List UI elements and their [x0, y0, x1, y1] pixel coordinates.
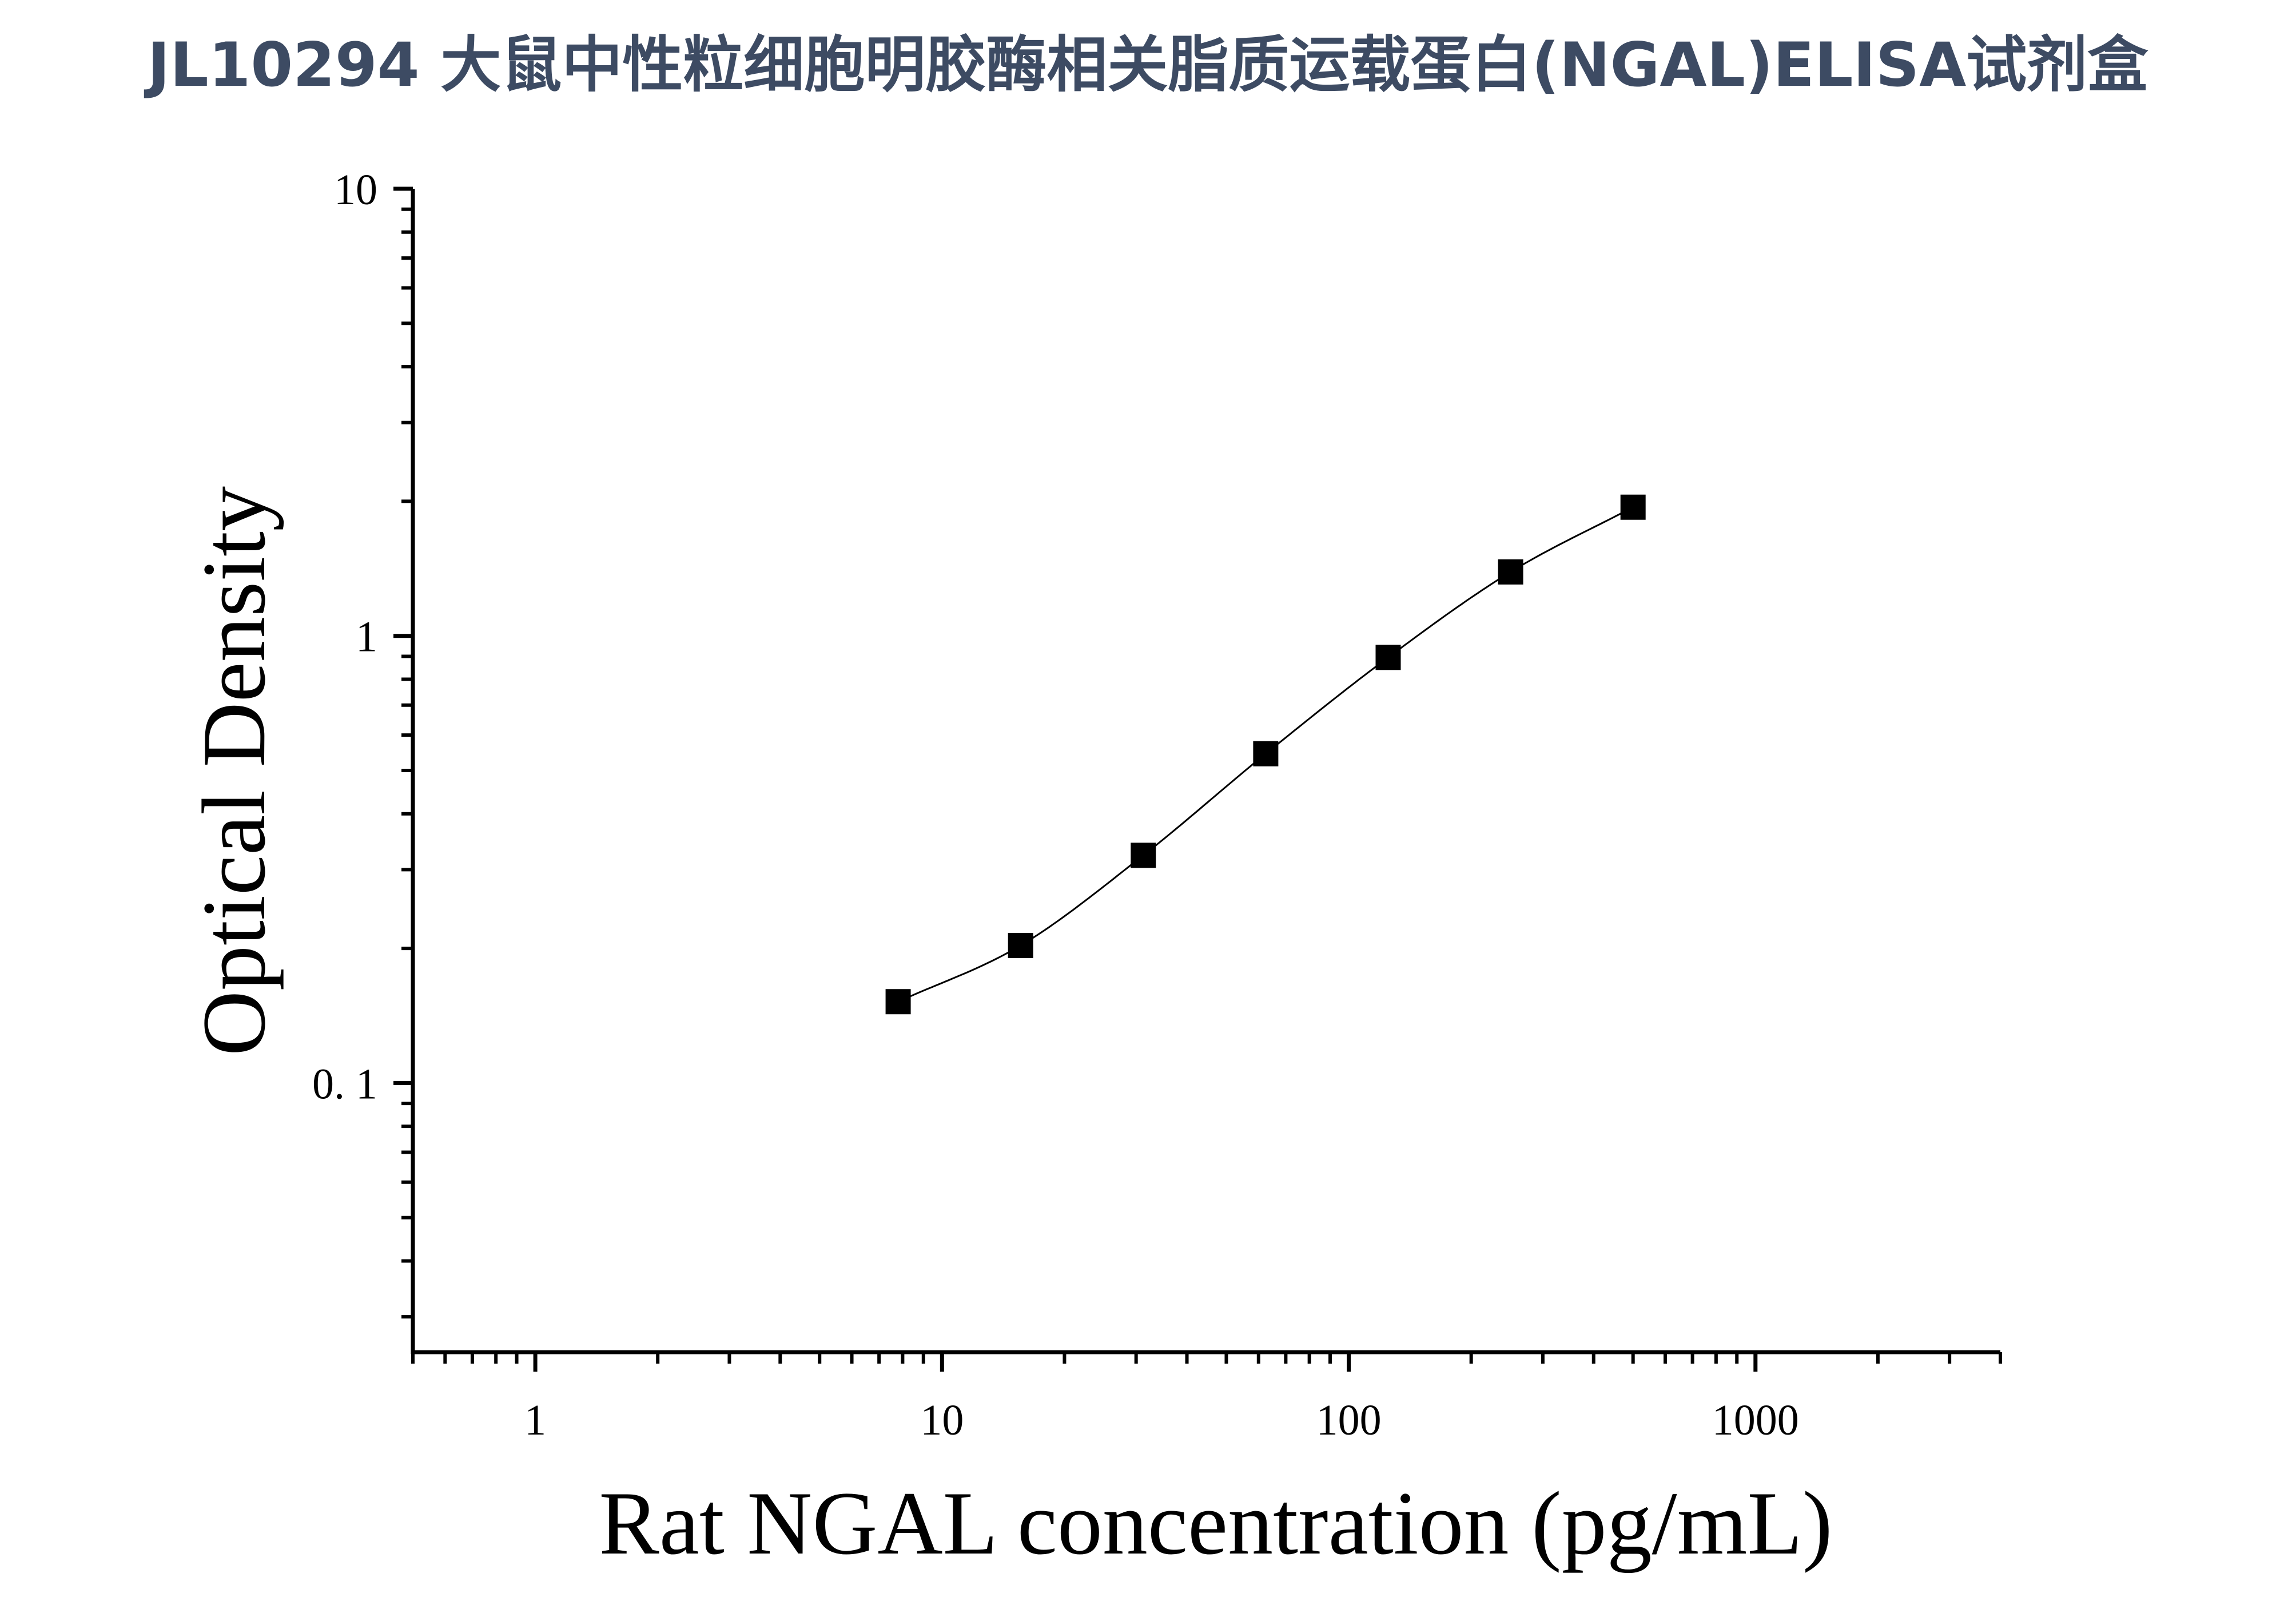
- data-points-layer: [885, 494, 1646, 1015]
- data-point: [1131, 843, 1156, 868]
- y-axis-label: Optical Density: [184, 486, 284, 1056]
- axes: 1 10 100 1000 0. 1 1 10: [312, 166, 2002, 1444]
- x-axis-label: Rat NGAL concentration (pg/mL): [599, 1473, 1832, 1574]
- data-point: [1008, 933, 1033, 959]
- data-point: [885, 989, 911, 1015]
- chart-title: JL10294 大鼠中性粒细胞明胶酶相关脂质运载蛋白(NGAL)ELISA试剂盒: [144, 30, 2149, 100]
- x-tick-label: 1: [524, 1396, 546, 1444]
- data-point: [1498, 559, 1523, 585]
- data-point: [1253, 741, 1279, 766]
- x-tick-label: 10: [920, 1396, 964, 1444]
- data-point: [1375, 645, 1401, 670]
- data-point: [1620, 494, 1646, 520]
- y-tick-label: 0. 1: [312, 1060, 377, 1108]
- x-tick-label: 100: [1316, 1396, 1382, 1444]
- y-tick-label: 10: [334, 166, 377, 214]
- x-tick-label: 1000: [1712, 1396, 1799, 1444]
- y-tick-label: 1: [356, 613, 377, 661]
